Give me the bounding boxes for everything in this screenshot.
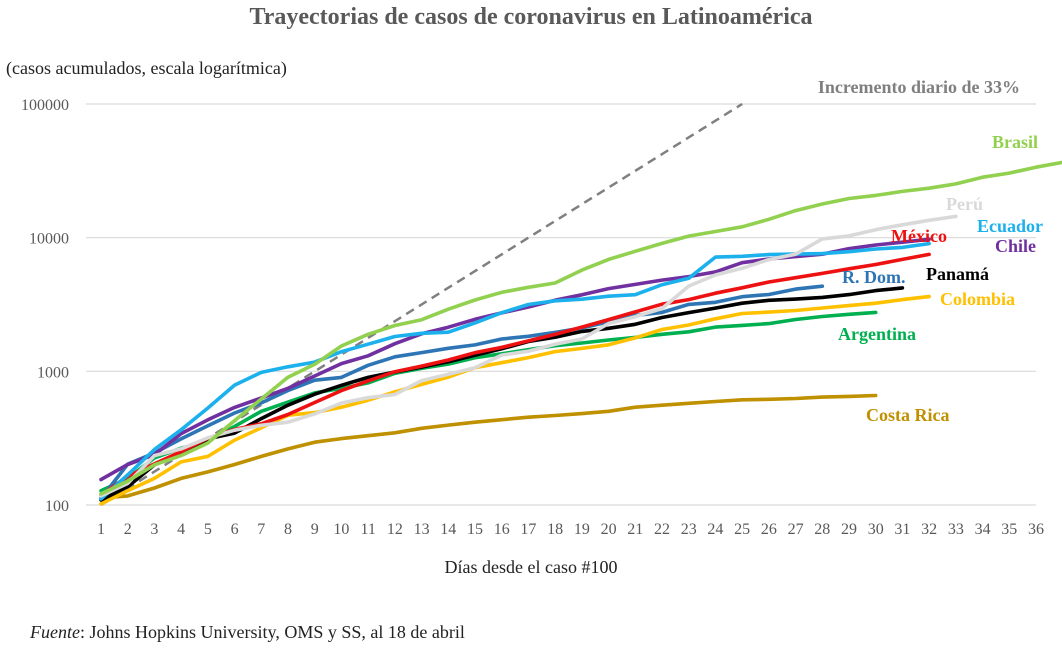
series-line-peru: [99, 214, 958, 498]
y-tick-label: 100000: [21, 97, 69, 114]
x-tick-label: 27: [788, 521, 804, 538]
y-tick-label: 1000: [37, 364, 69, 381]
x-tick-label: 8: [284, 521, 292, 538]
x-tick-label: 14: [440, 521, 456, 538]
series-lines: [99, 160, 1062, 506]
series-label-costa-rica: Costa Rica: [866, 405, 950, 425]
x-tick-label: 13: [414, 521, 430, 538]
x-tick-label: 5: [204, 521, 212, 538]
x-tick-label: 3: [150, 521, 158, 538]
x-tick-label: 2: [124, 521, 132, 538]
x-tick-label: 7: [257, 521, 265, 538]
x-tick-label: 22: [654, 521, 670, 538]
x-tick-label: 17: [520, 521, 536, 538]
x-tick-label: 4: [177, 521, 185, 538]
x-tick-label: 33: [948, 521, 964, 538]
x-axis-label: Días desde el caso #100: [444, 557, 618, 577]
x-tick-label: 25: [734, 521, 750, 538]
series-label-argentina: Argentina: [838, 324, 916, 344]
x-tick-label: 12: [387, 521, 403, 538]
x-tick-label: 28: [814, 521, 830, 538]
x-tick-label: 19: [574, 521, 590, 538]
x-tick-label: 23: [681, 521, 697, 538]
series-label-chile: Chile: [995, 236, 1036, 256]
series-line-costa-rica: [99, 393, 878, 500]
x-tick-label: 24: [707, 521, 723, 538]
x-tick-label: 30: [868, 521, 884, 538]
series-line-colombia: [99, 294, 931, 506]
series-label-ecuador: Ecuador: [977, 216, 1043, 236]
x-tick-label: 29: [841, 521, 857, 538]
x-tick-label: 26: [761, 521, 777, 538]
series-label-r-dom: R. Dom.: [842, 267, 906, 287]
y-axis-ticks: 100 1000 10000 100000: [21, 97, 69, 515]
chart-title: Trayectorias de casos de coronavirus en …: [249, 4, 813, 30]
x-tick-label: 18: [547, 521, 563, 538]
source-note: Fuente: Johns Hopkins University, OMS y …: [30, 622, 465, 643]
source-label: Fuente: [30, 622, 80, 642]
series-line-brasil: [99, 160, 1062, 496]
series-label-brasil: Brasil: [992, 132, 1038, 152]
series-line-argentina: [99, 310, 878, 493]
x-tick-label: 34: [975, 521, 991, 538]
x-tick-label: 10: [333, 521, 349, 538]
reference-line-label: Incremento diario de 33%: [818, 77, 1020, 97]
x-tick-label: 20: [601, 521, 617, 538]
x-tick-label: 11: [360, 521, 375, 538]
chart-subtitle: (casos acumulados, escala logarítmica): [6, 58, 287, 78]
x-tick-label: 36: [1028, 521, 1044, 538]
x-tick-label: 32: [921, 521, 937, 538]
series-label-mexico: México: [891, 226, 947, 246]
x-tick-label: 21: [627, 521, 643, 538]
x-tick-label: 31: [894, 521, 910, 538]
x-tick-label: 1: [97, 521, 105, 538]
y-tick-label: 100: [45, 498, 69, 515]
series-line-r-dom: [99, 284, 825, 501]
x-tick-label: 9: [311, 521, 319, 538]
x-axis-ticks: 1 2 3 4 5 6 7 8 9 10 11 12 13 14 15 16 17 18 19 20 21 22 23 24 2…: [97, 521, 1044, 538]
x-tick-label: 6: [231, 521, 239, 538]
gridlines: [86, 103, 1036, 506]
y-tick-label: 10000: [29, 231, 69, 248]
series-label-panama: Panamá: [926, 264, 989, 284]
x-tick-label: 35: [1001, 521, 1017, 538]
series-label-peru: Perú: [946, 194, 983, 214]
series-label-colombia: Colombia: [940, 289, 1015, 309]
source-text: : Johns Hopkins University, OMS y SS, al…: [79, 622, 465, 642]
x-tick-label: 15: [467, 521, 483, 538]
x-tick-label: 16: [494, 521, 510, 538]
